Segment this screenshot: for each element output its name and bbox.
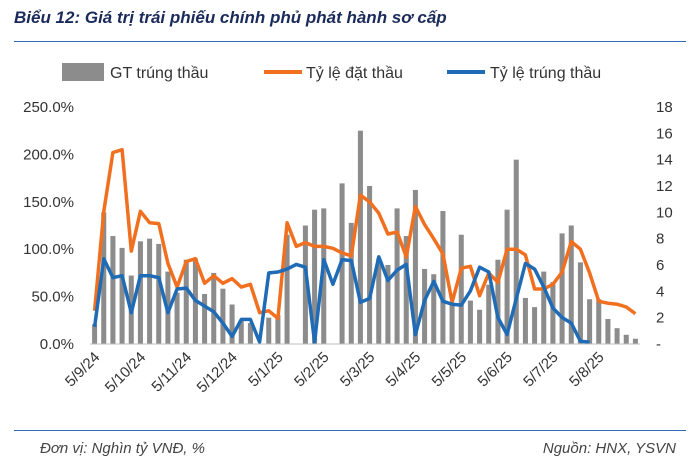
bar bbox=[156, 243, 162, 344]
bar bbox=[559, 233, 565, 344]
bar bbox=[202, 293, 208, 344]
bar bbox=[348, 222, 354, 344]
x-tick-label: 5/10/24 bbox=[102, 349, 149, 396]
left-tick-label: 200.0% bbox=[23, 146, 74, 163]
bar bbox=[614, 328, 620, 344]
x-tick-label: 5/12/24 bbox=[194, 349, 241, 396]
bar bbox=[587, 299, 593, 344]
bar bbox=[605, 318, 611, 344]
bar bbox=[275, 315, 281, 344]
bar bbox=[385, 265, 391, 344]
bar bbox=[504, 209, 510, 344]
bar bbox=[458, 234, 464, 344]
bar bbox=[541, 271, 547, 344]
bar bbox=[247, 322, 253, 344]
win-ratio-line bbox=[92, 255, 590, 344]
bar bbox=[449, 304, 455, 344]
page-title: Biểu 12: Giá trị trái phiếu chính phủ ph… bbox=[14, 8, 447, 27]
left-tick-label: 0.0% bbox=[40, 336, 74, 353]
x-tick-label: 5/4/25 bbox=[383, 349, 425, 391]
bar bbox=[110, 236, 116, 344]
legend-label: Tỷ lệ trúng thầu bbox=[490, 65, 601, 82]
bar bbox=[550, 282, 556, 344]
bar bbox=[211, 272, 217, 344]
footer-divider bbox=[14, 430, 686, 431]
x-tick-label: 5/6/25 bbox=[474, 349, 516, 391]
bar bbox=[302, 225, 308, 344]
legend-swatch-bar bbox=[62, 63, 104, 81]
right-tick-label: 18 bbox=[656, 99, 673, 116]
bar bbox=[137, 241, 143, 344]
bar bbox=[238, 320, 244, 344]
bar bbox=[119, 247, 125, 344]
bar bbox=[357, 130, 363, 344]
bar bbox=[312, 209, 318, 344]
bar bbox=[623, 334, 629, 344]
bar bbox=[147, 238, 153, 344]
x-tick-label: 5/11/24 bbox=[148, 349, 195, 396]
right-tick-label: 6 bbox=[656, 257, 664, 274]
x-tick-label: 5/3/25 bbox=[337, 349, 379, 391]
left-axis: 0.0% 50.0% 100.0% 150.0% 200.0% 250.0% bbox=[23, 99, 74, 353]
bar bbox=[220, 288, 226, 344]
x-tick-label: 5/8/25 bbox=[566, 349, 608, 391]
x-tick-label: 5/2/25 bbox=[291, 349, 333, 391]
bar bbox=[440, 211, 446, 344]
bar bbox=[266, 317, 272, 344]
title-divider bbox=[14, 41, 686, 42]
right-tick-label: 16 bbox=[656, 125, 673, 142]
unit-note: Đơn vị: Nghìn tỷ VNĐ, % bbox=[40, 440, 205, 457]
bar bbox=[532, 307, 538, 344]
right-tick-label: 8 bbox=[656, 231, 664, 248]
right-tick-label: - bbox=[656, 336, 661, 353]
bar bbox=[596, 299, 602, 344]
x-tick-label: 5/9/24 bbox=[62, 349, 104, 391]
bar bbox=[403, 236, 409, 344]
line-series bbox=[92, 147, 637, 344]
bar bbox=[495, 259, 501, 344]
right-tick-label: 4 bbox=[656, 283, 664, 300]
x-tick-label: 5/5/25 bbox=[429, 349, 471, 391]
left-tick-label: 50.0% bbox=[31, 289, 74, 306]
left-tick-label: 250.0% bbox=[23, 99, 74, 116]
bar bbox=[477, 309, 483, 344]
right-tick-label: 2 bbox=[656, 310, 664, 327]
x-tick-label: 5/7/25 bbox=[520, 349, 562, 391]
bar bbox=[577, 262, 583, 344]
left-tick-label: 150.0% bbox=[23, 194, 74, 211]
bar bbox=[412, 189, 418, 344]
legend-label: GT trúng thầu bbox=[110, 65, 208, 82]
bar bbox=[568, 225, 574, 344]
right-tick-label: 12 bbox=[656, 178, 673, 195]
bar bbox=[394, 208, 400, 344]
bar bbox=[183, 259, 189, 344]
left-tick-label: 100.0% bbox=[23, 241, 74, 258]
right-tick-label: 14 bbox=[656, 152, 673, 169]
legend-label: Tỷ lệ đặt thầu bbox=[306, 65, 403, 82]
bar bbox=[101, 212, 107, 344]
x-tick-label: 5/1/25 bbox=[245, 349, 287, 391]
bar bbox=[513, 159, 519, 344]
bar bbox=[92, 324, 98, 344]
bar bbox=[431, 274, 437, 344]
source-note: Nguồn: HNX, YSVN bbox=[542, 440, 676, 457]
bar bbox=[376, 258, 382, 344]
right-axis: - 2 4 6 8 10 12 14 16 18 bbox=[656, 99, 673, 353]
bar bbox=[522, 297, 528, 344]
bar bbox=[367, 186, 373, 344]
right-tick-label: 10 bbox=[656, 204, 673, 221]
bar bbox=[284, 234, 290, 344]
bar bbox=[229, 304, 235, 344]
x-axis: 5/9/245/10/24 5/11/245/12/24 5/1/25 5/2/25 5… bbox=[62, 343, 640, 396]
bar bbox=[486, 284, 492, 344]
legend: GT trúng thầu Tỷ lệ đặt thầu Tỷ lệ trúng t… bbox=[62, 63, 601, 82]
bar bbox=[321, 208, 327, 344]
bar bbox=[174, 292, 180, 344]
bar bbox=[632, 338, 638, 344]
bar bbox=[467, 300, 473, 344]
